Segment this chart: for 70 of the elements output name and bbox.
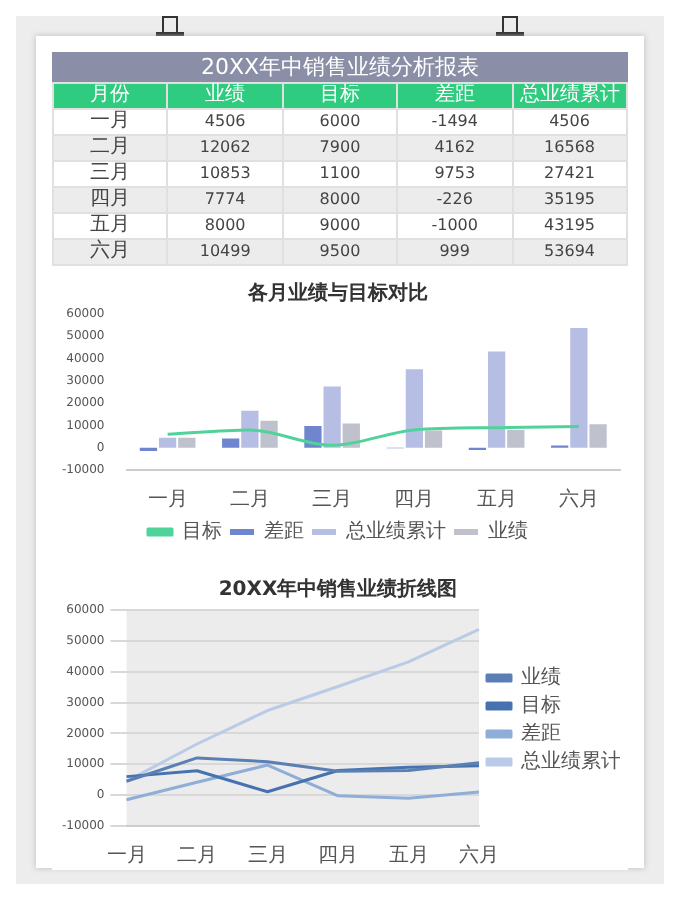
bar bbox=[323, 386, 341, 448]
legend-label: 差距 bbox=[264, 519, 304, 544]
category-label: 六月 bbox=[53, 239, 168, 265]
data-label: 9753 bbox=[397, 161, 513, 187]
data-label: 7774 bbox=[167, 187, 283, 213]
bar bbox=[507, 429, 525, 448]
legend-label: 业绩 bbox=[488, 519, 528, 544]
data-label: 10499 bbox=[167, 239, 283, 265]
legend-label: 业绩 bbox=[521, 665, 561, 690]
bar bbox=[405, 369, 424, 448]
data-label: 53694 bbox=[512, 239, 627, 265]
data-label: -226 bbox=[397, 187, 513, 213]
bar bbox=[178, 437, 196, 448]
series-label: 总业绩累计 bbox=[512, 83, 627, 109]
data-label: 9500 bbox=[282, 239, 398, 265]
series-label: 目标 bbox=[282, 83, 398, 109]
x-tick-label: 二月 bbox=[229, 489, 270, 512]
data-label: 8000 bbox=[167, 213, 283, 239]
data-label: 4162 bbox=[397, 135, 513, 161]
x-tick-label: 四月 bbox=[318, 845, 358, 868]
data-label: 9000 bbox=[282, 213, 398, 239]
x-tick-label: 三月 bbox=[312, 489, 353, 512]
data-label: 35195 bbox=[512, 187, 627, 213]
series-label: 业绩 bbox=[167, 83, 283, 109]
data-label: 7900 bbox=[282, 135, 398, 161]
x-tick-label: 五月 bbox=[476, 489, 517, 512]
bar bbox=[241, 410, 259, 448]
bar bbox=[222, 438, 240, 448]
category-label: 二月 bbox=[53, 135, 168, 161]
bar bbox=[589, 424, 607, 448]
legend-label: 总业绩累计 bbox=[519, 749, 621, 774]
bar bbox=[487, 351, 506, 448]
data-label: 12062 bbox=[167, 135, 283, 161]
data-label: 10853 bbox=[167, 161, 283, 187]
category-label: 一月 bbox=[53, 109, 168, 135]
x-tick-label: 一月 bbox=[106, 845, 147, 868]
x-tick-label: 四月 bbox=[394, 489, 435, 512]
category-label: 三月 bbox=[53, 161, 168, 187]
category-label: 五月 bbox=[53, 213, 168, 239]
data-label: -1494 bbox=[397, 109, 513, 135]
bar bbox=[570, 328, 588, 448]
text: 20XX年中销售业绩分析报表 bbox=[52, 52, 628, 82]
data-label: 999 bbox=[397, 239, 513, 265]
data-label: 8000 bbox=[282, 187, 398, 213]
text: 月份 bbox=[53, 83, 168, 109]
legend-label: 目标 bbox=[182, 519, 222, 544]
bar bbox=[424, 430, 443, 448]
x-tick-label: 五月 bbox=[388, 845, 429, 868]
series-label: 差距 bbox=[397, 83, 513, 109]
x-tick-label: 六月 bbox=[459, 843, 499, 868]
data-label: -1000 bbox=[397, 213, 513, 239]
x-tick-label: 一月 bbox=[147, 489, 188, 512]
chart-title: 各月业绩与目标对比 bbox=[246, 281, 428, 306]
data-label: 1100 bbox=[282, 161, 398, 187]
data-label: 6000 bbox=[282, 109, 398, 135]
data-label: 16568 bbox=[512, 135, 627, 161]
chart-title: 20XX年中销售业绩折线图 bbox=[218, 577, 458, 602]
line-series bbox=[166, 425, 581, 447]
x-tick-label: 六月 bbox=[558, 487, 599, 512]
category-label: 四月 bbox=[53, 187, 168, 213]
legend-label: 差距 bbox=[521, 721, 561, 746]
bar bbox=[158, 437, 177, 448]
x-tick-label: 三月 bbox=[247, 845, 288, 868]
data-label: 27421 bbox=[512, 161, 627, 187]
data-label: 4506 bbox=[512, 109, 627, 135]
legend-label: 总业绩累计 bbox=[344, 519, 446, 544]
x-tick-label: 二月 bbox=[177, 845, 217, 868]
legend-label: 目标 bbox=[521, 693, 561, 718]
data-label: 43195 bbox=[512, 213, 627, 239]
data-label: 4506 bbox=[167, 109, 283, 135]
